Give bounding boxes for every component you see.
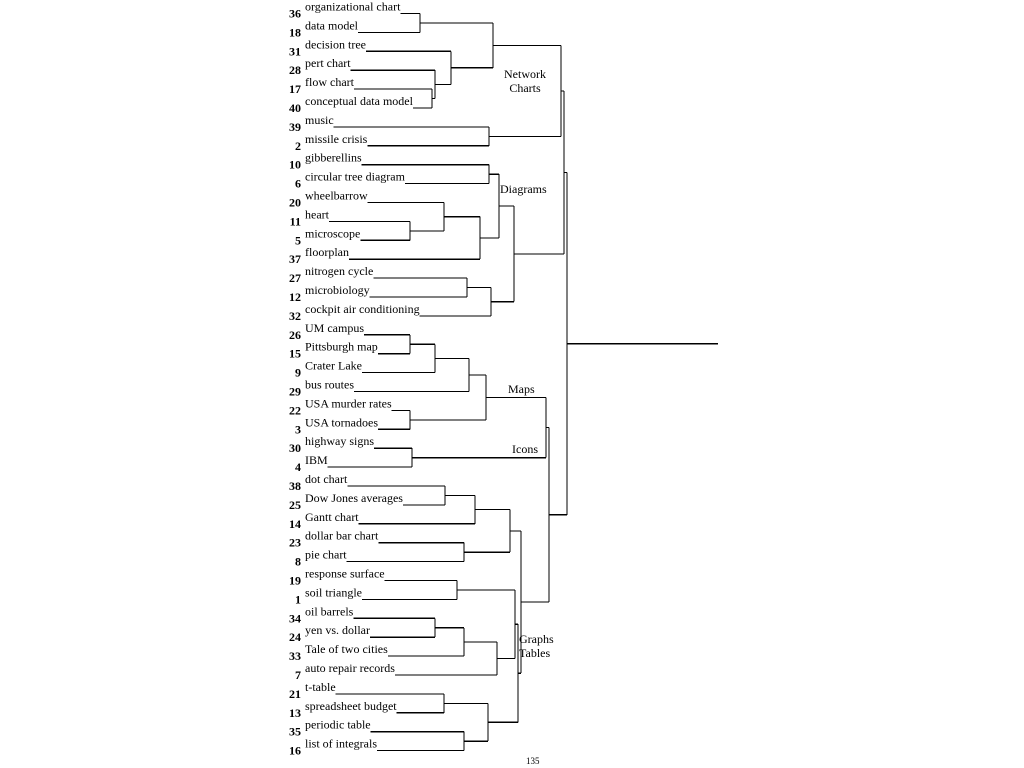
leaf-number: 31 <box>289 44 301 58</box>
cluster-label-graphs-tables: Graphs Tables <box>519 632 554 660</box>
leaf-label: yen vs. dollar <box>305 623 370 637</box>
leaf-label: floorplan <box>305 245 349 259</box>
leaf-number: 20 <box>289 196 301 210</box>
leaf-label: nitrogen cycle <box>305 264 373 278</box>
leaf-label: flow chart <box>305 75 355 89</box>
leaf-number: 3 <box>295 422 301 436</box>
leaf-label: heart <box>305 207 330 221</box>
leaf-label: decision tree <box>305 37 366 51</box>
leaf-label: list of integrals <box>305 737 377 751</box>
leaf-number: 22 <box>289 403 301 417</box>
leaf-number: 25 <box>289 498 301 512</box>
leaf-number: 15 <box>289 347 301 361</box>
leaf-label: missile crisis <box>305 132 368 146</box>
leaf-number: 13 <box>289 706 301 720</box>
leaf-number: 6 <box>295 177 301 191</box>
leaf-label: periodic table <box>305 718 371 732</box>
leaf-number: 36 <box>289 7 301 21</box>
cluster-label-line: Graphs <box>519 632 554 646</box>
leaf-label: microscope <box>305 226 360 240</box>
leaf-number: 34 <box>289 611 301 625</box>
leaf-number: 28 <box>289 63 301 77</box>
leaf-label: bus routes <box>305 378 354 392</box>
leaf-label: conceptual data model <box>305 94 414 108</box>
leaf-label: USA murder rates <box>305 396 392 410</box>
cluster-label-line: Diagrams <box>500 182 547 196</box>
leaf-number: 32 <box>289 309 301 323</box>
leaf-number: 19 <box>289 574 301 588</box>
leaf-label: gibberellins <box>305 151 362 165</box>
leaf-number: 29 <box>289 385 301 399</box>
leaf-label: circular tree diagram <box>305 170 406 184</box>
leaf-label: USA tornadoes <box>305 415 378 429</box>
leaf-label: microbiology <box>305 283 370 297</box>
leaf-number: 5 <box>295 233 301 247</box>
leaf-number: 40 <box>289 101 301 115</box>
leaf-number: 16 <box>289 744 301 758</box>
leaf-number: 26 <box>289 328 301 342</box>
leaf-number: 23 <box>289 536 301 550</box>
leaf-number: 10 <box>289 158 301 172</box>
leaf-label: dollar bar chart <box>305 529 379 543</box>
leaf-label: pert chart <box>305 56 351 70</box>
leaf-label: response surface <box>305 567 385 581</box>
leaf-number: 1 <box>295 592 301 606</box>
cluster-labels: Network Charts Diagrams Maps Icons Graphs Tabl… <box>500 67 554 660</box>
cluster-label-line: Charts <box>509 81 541 95</box>
leaf-label: music <box>305 113 334 127</box>
leaf-label: IBM <box>305 453 328 467</box>
leaf-label: oil barrels <box>305 604 354 618</box>
leaf-number: 17 <box>289 82 301 96</box>
leaf-label: soil triangle <box>305 585 362 599</box>
leaf-number: 14 <box>289 517 301 531</box>
leaf-label: cockpit air conditioning <box>305 302 420 316</box>
leaf-number: 24 <box>289 630 301 644</box>
leaf-label: highway signs <box>305 434 374 448</box>
leaf-label: Tale of two cities <box>305 642 388 656</box>
leaf-number: 18 <box>289 25 301 39</box>
leaf-number: 38 <box>289 479 301 493</box>
cluster-label-diagrams: Diagrams <box>500 182 547 196</box>
cluster-label-line: Maps <box>508 382 535 396</box>
leaf-number: 7 <box>295 668 301 682</box>
leaf-number: 37 <box>289 252 301 266</box>
leaf-number: 35 <box>289 725 301 739</box>
leaf-number: 4 <box>295 460 301 474</box>
leaf-label: Crater Lake <box>305 359 362 373</box>
cluster-label-line: Tables <box>519 646 550 660</box>
leaf-label: wheelbarrow <box>305 189 368 203</box>
leaf-label: pie chart <box>305 548 347 562</box>
leaf-label: spreadsheet budget <box>305 699 397 713</box>
leaf-number: 27 <box>289 271 301 285</box>
leaf-label: data model <box>305 18 359 32</box>
leaf-label: dot chart <box>305 472 348 486</box>
leaf-number: 39 <box>289 120 301 134</box>
leaf-label: Pittsburgh map <box>305 340 378 354</box>
leaf-label: UM campus <box>305 321 364 335</box>
leaf-number: 8 <box>295 555 301 569</box>
leaf-number: 21 <box>289 687 301 701</box>
leaf-number: 33 <box>289 649 301 663</box>
leaf-label: auto repair records <box>305 661 395 675</box>
leaf-number: 9 <box>295 366 301 380</box>
dendrogram-links <box>327 12 718 752</box>
leaf-number: 30 <box>289 441 301 455</box>
leaf-label: Gantt chart <box>305 510 359 524</box>
cluster-label-icons: Icons <box>512 442 538 456</box>
cluster-label-line: Network <box>504 67 546 81</box>
leaf-number: 11 <box>290 214 301 228</box>
leaf-label: organizational chart <box>305 0 401 14</box>
leaf-label: Dow Jones averages <box>305 491 403 505</box>
page-number: 135 <box>526 756 540 766</box>
leaf-number: 2 <box>295 139 301 153</box>
cluster-label-line: Icons <box>512 442 538 456</box>
cluster-label-network-charts: Network Charts <box>504 67 546 95</box>
leaf-number: 12 <box>289 290 301 304</box>
cluster-label-maps: Maps <box>508 382 535 396</box>
leaf-label: t-table <box>305 680 336 694</box>
